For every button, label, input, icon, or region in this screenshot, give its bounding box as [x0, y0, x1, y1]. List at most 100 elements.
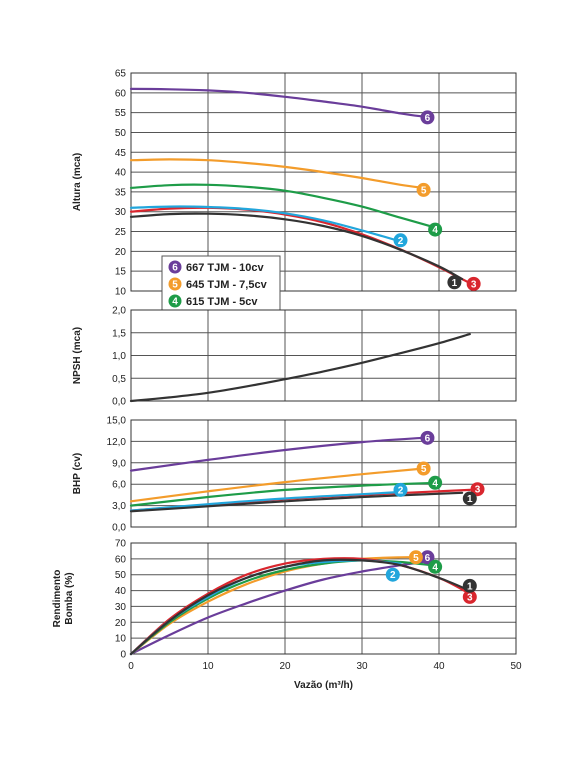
- rendimento-x-tick-label: 20: [279, 661, 291, 672]
- bhp-y-tick-label: 3,0: [112, 501, 126, 512]
- rendimento-y-tick-label: 10: [115, 634, 127, 645]
- altura-y-tick-label: 35: [115, 187, 127, 198]
- bhp-series-badge-3: [470, 482, 485, 497]
- altura-series-badge-label-6: 6: [425, 113, 431, 124]
- altura-series-badge-3: [466, 276, 481, 291]
- altura-series-badge-1: [447, 275, 462, 290]
- bhp-series-badge-2: [393, 482, 408, 497]
- altura-series-line-1: [129, 212, 464, 281]
- bhp-series-badge-5: [416, 461, 431, 476]
- altura-y-tick-label: 15: [115, 267, 127, 278]
- legend-badge-label-5: 5: [172, 280, 178, 291]
- legend-badge-label-4: 4: [172, 297, 178, 308]
- rendimento-series-badge-label-5: 5: [413, 553, 419, 564]
- rendimento-series-badge-label-3: 3: [467, 592, 473, 603]
- npsh-y-tick-label: 0,0: [112, 397, 126, 408]
- altura-y-axis-title: Altura (mca): [72, 153, 83, 211]
- altura-y-tick-label: 60: [115, 88, 127, 99]
- altura-series-line-2: [129, 205, 402, 243]
- bhp-series-badge-label-2: 2: [398, 485, 404, 496]
- rendimento-x-tick-label: 40: [433, 661, 445, 672]
- rendimento-y-axis-title: RendimentoBomba (%): [52, 570, 75, 628]
- altura-plot-area: [131, 73, 516, 291]
- rendimento-x-tick-label: 50: [510, 661, 522, 672]
- altura-y-tick-label: 25: [115, 227, 127, 238]
- bhp-y-axis-title: BHP (cv): [72, 453, 83, 495]
- rendimento-series-line-4: [129, 559, 433, 656]
- bhp-y-tick-label: 9,0: [112, 458, 126, 469]
- altura-y-tick-label: 10: [115, 287, 127, 298]
- rendimento-series-line-6: [129, 560, 425, 656]
- bhp-y-tick-label: 15,0: [107, 416, 127, 427]
- npsh-y-tick-label: 2,0: [112, 306, 126, 317]
- rendimento-y-tick-label: 20: [115, 618, 127, 629]
- rendimento-series-badge-label-1: 1: [467, 581, 473, 592]
- altura-series-line-6: [129, 87, 425, 118]
- altura-series-badge-label-3: 3: [471, 279, 477, 290]
- bhp-y-tick-label: 0,0: [112, 523, 126, 534]
- rendimento-series-badge-6: [420, 550, 435, 565]
- altura-y-tick-label: 20: [115, 247, 127, 258]
- npsh-y-tick-label: 1,5: [112, 328, 126, 339]
- rendimento-series-badge-label-2: 2: [390, 570, 396, 581]
- rendimento-series-badge-label-4: 4: [432, 562, 438, 573]
- bhp-series-badge-6: [420, 430, 435, 445]
- bhp-series-badge-label-5: 5: [421, 464, 427, 475]
- rendimento-series-line-1: [129, 558, 471, 656]
- npsh-frame: [130, 309, 517, 402]
- legend-badge-6: [168, 260, 182, 274]
- bhp-y-tick-label: 6,0: [112, 480, 126, 491]
- bhp-series-badge-label-6: 6: [425, 433, 431, 444]
- altura-y-tick-label: 65: [115, 69, 127, 80]
- altura-series-badge-label-5: 5: [421, 185, 427, 196]
- rendimento-series-badge-3: [462, 589, 477, 604]
- rendimento-series-badge-label-6: 6: [425, 553, 431, 564]
- rendimento-series-line-5: [129, 556, 417, 656]
- x-axis-title: Vazão (m³/h): [294, 680, 353, 691]
- altura-series-line-4: [129, 183, 437, 229]
- bhp-series-badge-label-3: 3: [475, 485, 481, 496]
- rendimento-series-badge-5: [408, 550, 423, 565]
- npsh-y-axis-title: NPSH (mca): [72, 327, 83, 384]
- rendimento-series-badge-2: [385, 567, 400, 582]
- npsh-series-line-0: [129, 333, 471, 403]
- legend-badge-4: [168, 294, 182, 308]
- altura-series-badge-label-4: 4: [432, 225, 438, 236]
- rendimento-y-tick-label: 60: [115, 554, 127, 565]
- bhp-series-badge-label-4: 4: [432, 478, 438, 489]
- rendimento-x-tick-label: 0: [128, 661, 134, 672]
- bhp-series-line-4: [129, 481, 441, 507]
- rendimento-y-tick-label: 30: [115, 602, 127, 613]
- bhp-series-line-6: [129, 436, 425, 472]
- rendimento-x-tick-label: 30: [356, 661, 368, 672]
- altura-y-tick-label: 55: [115, 108, 127, 119]
- rendimento-y-tick-label: 50: [115, 570, 127, 581]
- bhp-series-badge-1: [462, 491, 477, 506]
- legend-badge-label-6: 6: [172, 263, 178, 274]
- altura-series-badge-5: [416, 182, 431, 197]
- altura-series-badge-6: [420, 110, 435, 125]
- bhp-series-badge-4: [428, 475, 443, 490]
- altura-series-line-5: [129, 158, 425, 189]
- npsh-y-tick-label: 0,5: [112, 374, 126, 385]
- bhp-y-tick-label: 12,0: [107, 437, 127, 448]
- rendimento-series-badge-1: [462, 578, 477, 593]
- rendimento-y-tick-label: 40: [115, 586, 127, 597]
- altura-series-badge-label-2: 2: [398, 236, 404, 247]
- legend-entry-label: 667 TJM - 10cv: [186, 262, 265, 274]
- altura-series-badge-4: [428, 222, 443, 237]
- bhp-plot-area: [131, 420, 516, 527]
- legend-entry-label: 645 TJM - 7,5cv: [186, 279, 268, 291]
- rendimento-y-tick-label: 0: [120, 650, 126, 661]
- rendimento-frame: [130, 542, 517, 655]
- altura-y-tick-label: 50: [115, 128, 127, 139]
- legend-entry-label: 615 TJM - 5cv: [186, 296, 258, 308]
- legend-badge-5: [168, 277, 182, 291]
- npsh-y-tick-label: 1,0: [112, 351, 126, 362]
- altura-series-badge-2: [393, 233, 408, 248]
- bhp-frame: [130, 419, 517, 528]
- altura-series-badge-label-1: 1: [452, 278, 458, 289]
- bhp-series-line-2: [129, 490, 402, 512]
- altura-frame: [130, 72, 517, 292]
